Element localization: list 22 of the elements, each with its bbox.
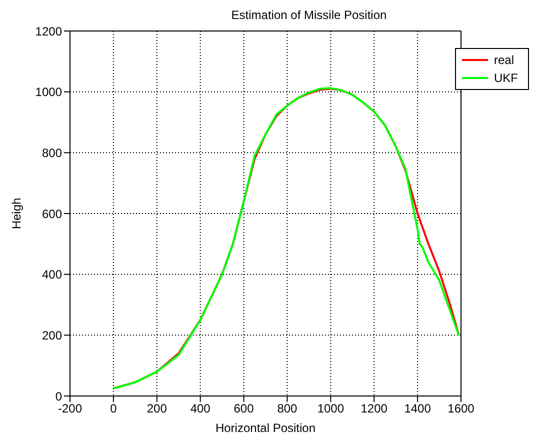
- x-tick-label: 600: [234, 402, 254, 416]
- y-tick-label: 200: [42, 328, 62, 342]
- x-tick-label: -200: [58, 402, 82, 416]
- x-tick-label: 1200: [360, 402, 388, 416]
- x-tick-label: 1400: [404, 402, 432, 416]
- x-axis-title: Horizontal Position: [215, 421, 316, 435]
- y-tick-label: 1000: [35, 85, 62, 100]
- x-tick-label: 800: [277, 402, 298, 416]
- y-tick-label: 600: [42, 206, 62, 221]
- y-tick-label: 800: [42, 146, 62, 160]
- y-tick-label: 1200: [35, 24, 62, 38]
- x-tick-label: 200: [146, 402, 168, 416]
- legend-label: UKF: [494, 70, 518, 87]
- x-tick-label: 1600: [448, 402, 475, 416]
- y-tick-label: 400: [42, 268, 62, 282]
- chart-title: Estimation of Missile Position: [230, 8, 388, 22]
- x-tick-label: 0: [110, 402, 118, 416]
- legend-label: real: [494, 52, 514, 69]
- y-axis-title: Heigh: [9, 198, 24, 230]
- x-tick-label: 400: [190, 402, 211, 416]
- x-tick-label: 1000: [317, 402, 344, 416]
- y-tick-label: 0: [55, 389, 62, 404]
